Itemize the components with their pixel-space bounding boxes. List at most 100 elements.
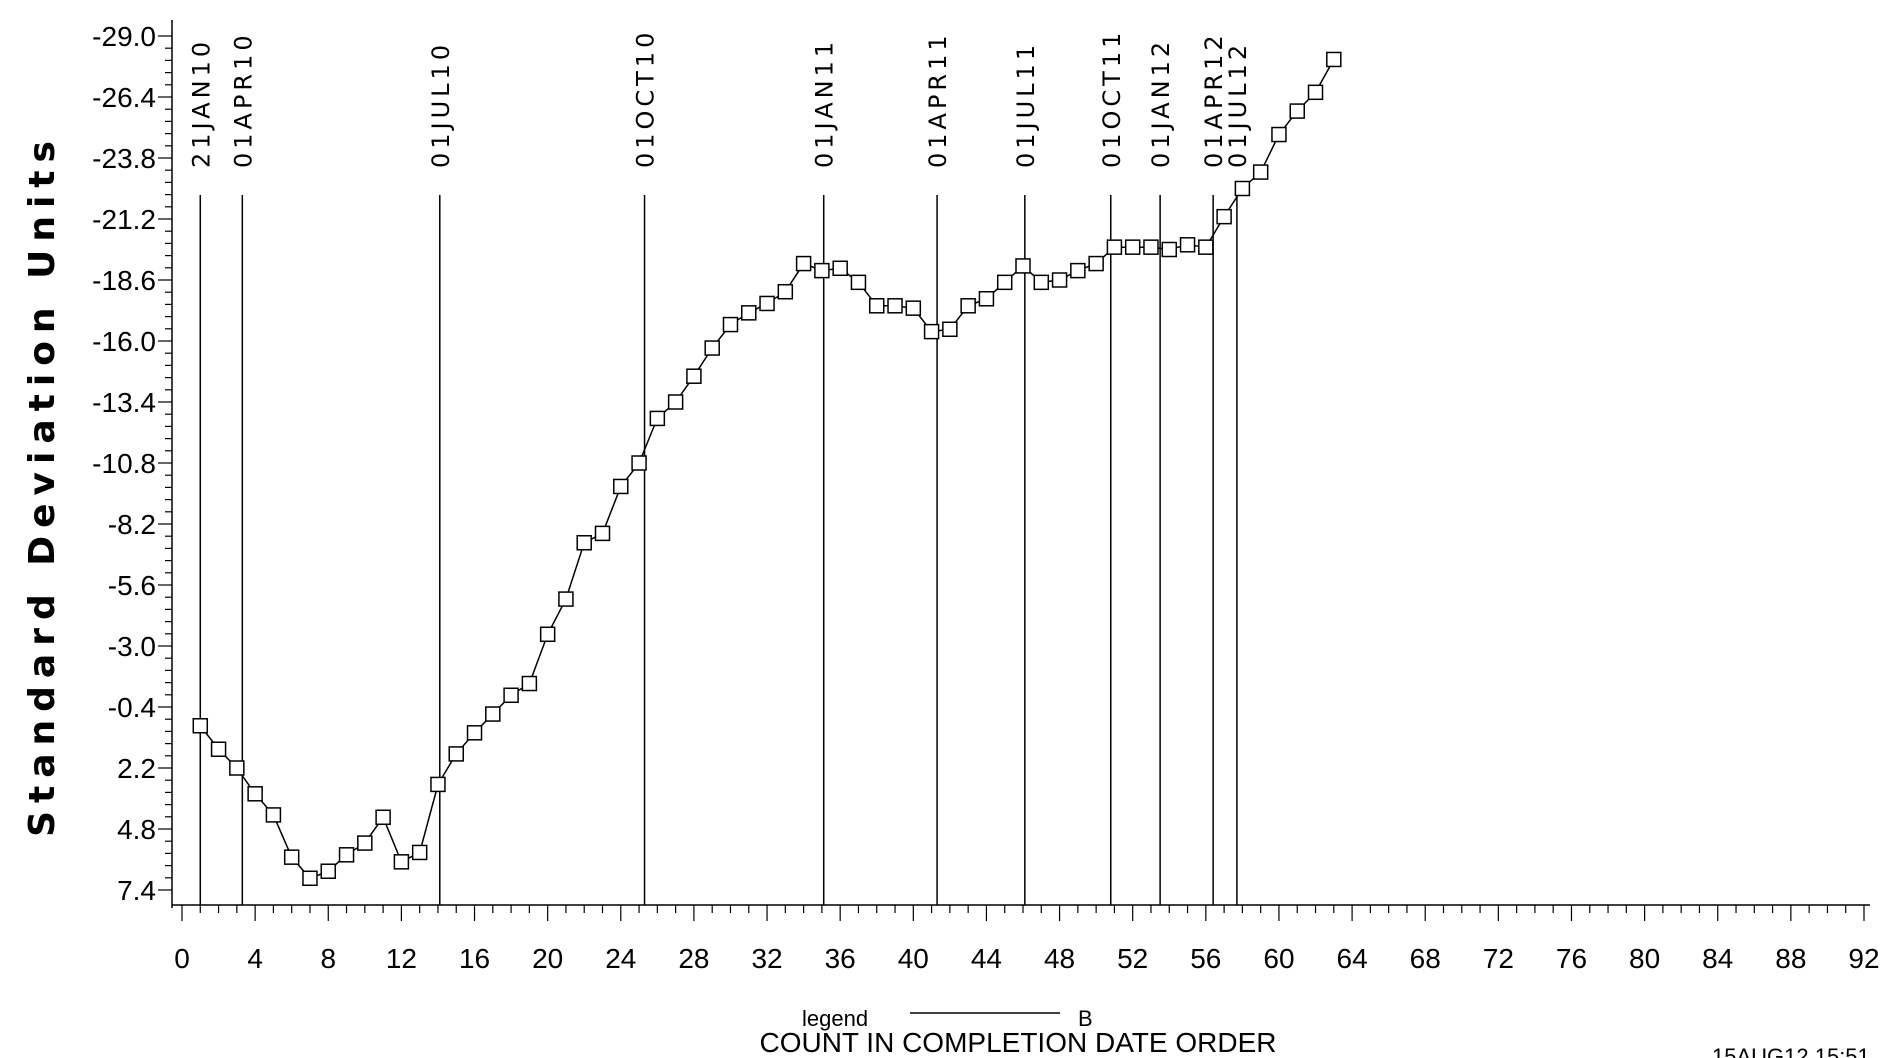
x-tick-label: 16 <box>459 943 490 974</box>
data-point <box>1234 180 1251 197</box>
data-point <box>942 321 958 338</box>
data-point <box>905 300 922 316</box>
data-point <box>594 525 611 542</box>
date-marker-label: 01JUL11 <box>1012 41 1040 168</box>
timestamp: 15AUG12 15:51 <box>1712 1044 1870 1058</box>
data-point <box>1216 208 1232 225</box>
data-point <box>686 368 702 384</box>
data-point <box>978 291 995 307</box>
data-point <box>229 760 245 776</box>
data-point <box>832 260 848 277</box>
x-tick-label: 32 <box>751 943 782 974</box>
data-point <box>448 746 464 762</box>
data-series <box>192 51 1342 887</box>
x-tick-label: 88 <box>1775 943 1806 974</box>
date-marker-label: 01APR12 <box>1200 31 1228 168</box>
x-tick-label: 20 <box>532 943 563 974</box>
legend-series-label: B <box>1078 1006 1093 1031</box>
date-marker-label: 01JUL10 <box>427 41 455 168</box>
data-point <box>1143 239 1159 255</box>
y-tick-label: 4.8 <box>117 814 156 845</box>
data-point <box>649 410 666 427</box>
data-point <box>887 298 903 314</box>
data-point <box>814 262 830 279</box>
data-point <box>338 847 355 863</box>
data-point <box>357 835 373 851</box>
date-marker-label: 01OCT11 <box>1098 29 1126 168</box>
y-tick-label: -10.8 <box>92 448 156 479</box>
x-tick-label: 64 <box>1337 943 1368 974</box>
x-tick-label: 56 <box>1190 943 1221 974</box>
data-point <box>868 298 885 314</box>
data-point <box>667 394 684 410</box>
data-point <box>631 455 647 471</box>
y-tick-label: -23.8 <box>92 143 156 174</box>
data-point <box>1106 239 1123 255</box>
data-point <box>1051 272 1068 288</box>
y-tick-label: -26.4 <box>92 82 156 113</box>
y-axis-title: Standard Deviation Units <box>22 133 63 837</box>
y-tick-label: -18.6 <box>92 265 156 296</box>
data-point <box>320 863 337 879</box>
data-point <box>850 274 867 291</box>
data-point <box>1124 239 1141 255</box>
y-axis: -29.0 -26.4 -23.8 -21.2 -18.6 -16.0 -13.4 -10.8… <box>92 20 173 908</box>
y-tick-label: -13.4 <box>92 387 156 418</box>
data-point <box>1252 164 1269 180</box>
data-point <box>1161 241 1178 258</box>
x-tick-label: 76 <box>1556 943 1587 974</box>
x-tick-label: 28 <box>678 943 709 974</box>
data-point <box>722 316 739 333</box>
y-tick-label: -16.0 <box>92 326 156 357</box>
x-tick-label: 68 <box>1410 943 1441 974</box>
data-point <box>1289 103 1305 119</box>
data-point <box>613 478 629 495</box>
data-point <box>393 854 410 870</box>
data-point <box>1198 239 1214 255</box>
data-point <box>430 776 446 793</box>
data-point <box>302 870 318 887</box>
date-marker-label: 01OCT10 <box>632 29 660 168</box>
date-marker-label: 21JAN10 <box>187 38 215 168</box>
data-point <box>283 849 300 865</box>
data-point <box>1088 255 1104 272</box>
data-point <box>1326 51 1342 68</box>
data-point <box>247 786 263 802</box>
data-point <box>503 687 519 704</box>
data-point <box>1070 262 1086 279</box>
data-point <box>1179 237 1196 253</box>
data-point <box>759 295 775 312</box>
x-tick-label: 8 <box>320 943 336 974</box>
data-point <box>192 718 209 734</box>
x-tick-label: 60 <box>1263 943 1294 974</box>
data-point <box>265 807 282 823</box>
data-point <box>485 706 501 722</box>
data-point <box>1015 258 1031 274</box>
data-point <box>466 725 483 741</box>
data-point <box>539 626 556 643</box>
x-axis-title: COUNT IN COMPLETION DATE ORDER <box>759 1027 1276 1058</box>
y-tick-label: -29.0 <box>92 21 156 52</box>
x-tick-label: 84 <box>1702 943 1733 974</box>
date-marker-label: 01JAN12 <box>1147 38 1175 168</box>
x-tick-label: 40 <box>898 943 929 974</box>
data-point <box>576 535 592 551</box>
data-point <box>777 283 794 300</box>
date-markers: 21JAN10 01APR10 01JUL10 01OCT10 01JAN11 01APR… <box>187 29 1252 905</box>
data-point <box>210 741 227 757</box>
data-point <box>1033 274 1050 291</box>
x-axis: 0 4 8 12 16 20 24 28 32 36 40 44 48 52 56 60 64 68 72 76 80 8… <box>172 904 1880 974</box>
y-tick-label: -0.4 <box>108 692 156 723</box>
data-point <box>923 323 940 340</box>
y-tick-label: -21.2 <box>92 204 156 235</box>
y-tick-label: 7.4 <box>117 875 156 906</box>
data-point <box>375 809 391 826</box>
x-tick-label: 36 <box>825 943 856 974</box>
data-point <box>795 255 812 272</box>
x-tick-label: 52 <box>1117 943 1148 974</box>
y-tick-label: -8.2 <box>108 509 156 540</box>
date-marker-label: 01JUL12 <box>1224 41 1252 168</box>
data-point <box>1271 126 1287 143</box>
x-tick-label: 92 <box>1848 943 1879 974</box>
